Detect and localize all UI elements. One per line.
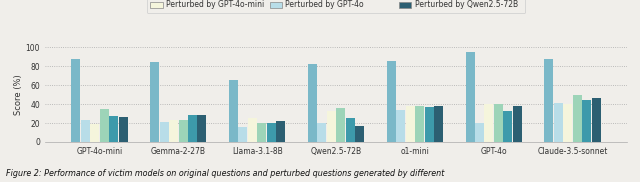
Bar: [100, 109, 109, 142]
Bar: [346, 118, 355, 142]
Text: Figure 2: Performance of victim models on original questions and perturbed quest: Figure 2: Performance of victim models o…: [6, 169, 445, 178]
Bar: [545, 59, 554, 142]
Bar: [336, 108, 345, 142]
Bar: [406, 106, 415, 142]
Bar: [179, 120, 188, 142]
Bar: [169, 120, 178, 142]
Y-axis label: Score (%): Score (%): [13, 74, 22, 115]
Bar: [494, 104, 503, 142]
Bar: [159, 122, 169, 142]
Bar: [276, 121, 285, 142]
Bar: [188, 114, 197, 142]
Bar: [503, 111, 513, 142]
Bar: [484, 104, 493, 142]
Bar: [308, 64, 317, 142]
Bar: [118, 117, 127, 142]
Bar: [582, 100, 591, 142]
Bar: [563, 104, 572, 142]
Bar: [573, 95, 582, 142]
Bar: [150, 62, 159, 142]
Bar: [109, 116, 118, 142]
Bar: [387, 61, 396, 142]
Bar: [554, 103, 563, 142]
Bar: [81, 120, 90, 142]
Bar: [257, 123, 266, 142]
Bar: [267, 123, 276, 142]
Bar: [396, 110, 405, 142]
Bar: [317, 123, 326, 142]
Legend: Original, Perturbed by GPT-4o-mini, Perturbed by Llama-3.1-70B, Perturbed by GPT: Original, Perturbed by GPT-4o-mini, Pert…: [147, 0, 525, 13]
Bar: [415, 106, 424, 142]
Bar: [248, 118, 257, 142]
Bar: [71, 59, 81, 142]
Bar: [239, 127, 248, 142]
Bar: [229, 80, 238, 142]
Bar: [327, 111, 336, 142]
Bar: [90, 124, 99, 142]
Bar: [513, 106, 522, 142]
Bar: [465, 52, 475, 142]
Bar: [424, 107, 433, 142]
Bar: [355, 126, 364, 142]
Bar: [434, 106, 443, 142]
Bar: [475, 123, 484, 142]
Bar: [197, 114, 207, 142]
Bar: [591, 98, 601, 142]
